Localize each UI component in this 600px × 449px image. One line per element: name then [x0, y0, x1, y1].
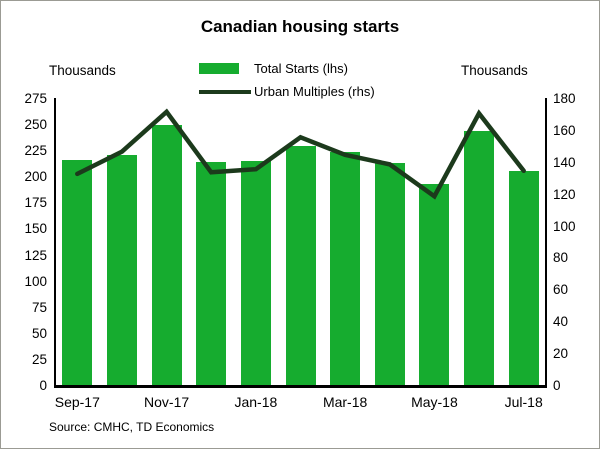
bar-Mar-18 — [330, 152, 361, 386]
y-axis-tick-label: 225 — [24, 143, 47, 159]
y-axis-tick-label: 150 — [24, 221, 47, 237]
y-axis-tick-label: 25 — [31, 351, 47, 367]
y-axis-tick-label: 40 — [553, 314, 569, 330]
bar-Oct-17 — [106, 155, 137, 386]
y-axis-tick-label: 60 — [553, 282, 569, 298]
bar-Feb-18 — [285, 145, 316, 386]
x-axis-tick-label: Jul-18 — [504, 394, 543, 410]
x-axis-line — [54, 385, 547, 388]
right-axis-unit-label: Thousands — [461, 63, 528, 78]
bar-Dec-17 — [196, 161, 227, 386]
x-axis-tick-label: Mar-18 — [322, 394, 368, 410]
bar-Jul-18 — [508, 171, 539, 386]
x-axis-tick-label: Sep-17 — [54, 394, 100, 410]
x-axis-tick-label: Nov-17 — [144, 394, 190, 410]
bars-layer — [55, 99, 546, 386]
y-axis-tick-label: 175 — [24, 195, 47, 211]
legend-item-total-starts: Total Starts (lhs) — [199, 57, 375, 80]
y-axis-tick-label: 140 — [553, 154, 576, 170]
left-axis-unit-label: Thousands — [49, 63, 116, 78]
bar-Jun-18 — [464, 131, 495, 386]
plot-area — [55, 99, 546, 386]
y-axis-tick-label: 80 — [553, 250, 569, 266]
y-axis-tick-label: 100 — [24, 273, 47, 289]
y-axis-tick-label: 120 — [553, 186, 576, 202]
legend-item-urban-multiples: Urban Multiples (rhs) — [199, 80, 375, 103]
y-axis-tick-label: 50 — [31, 325, 47, 341]
y-axis-tick-label: 125 — [24, 247, 47, 263]
bar-swatch-icon — [199, 63, 239, 74]
y-axis-tick-label: 0 — [553, 378, 561, 393]
y-axis-tick-label: 100 — [553, 218, 576, 234]
legend: Total Starts (lhs) Urban Multiples (rhs) — [199, 57, 375, 103]
source-note: Source: CMHC, TD Economics — [49, 420, 215, 434]
y-axis-tick-label: 200 — [24, 169, 47, 185]
bar-Jan-18 — [240, 160, 271, 386]
y-axis-tick-label: 160 — [553, 122, 576, 138]
urban-multiples-line — [75, 108, 526, 200]
y-axis-tick-label: 250 — [24, 117, 47, 133]
y-axis-tick-label: 180 — [553, 91, 576, 106]
bar-Sep-17 — [62, 159, 93, 386]
bar-Nov-17 — [151, 125, 182, 386]
y-axis-tick-label: 75 — [31, 299, 47, 315]
y-axis-tick-label: 275 — [24, 91, 47, 106]
chart-title: Canadian housing starts — [200, 17, 400, 36]
legend-label-urban-multiples: Urban Multiples (rhs) — [254, 84, 375, 99]
left-y-axis-line — [54, 98, 56, 388]
x-axis-tick-label: Jan-18 — [234, 394, 278, 410]
bar-May-18 — [419, 183, 450, 386]
legend-label-total-starts: Total Starts (lhs) — [254, 61, 348, 76]
y-axis-tick-label: 0 — [39, 378, 47, 393]
line-swatch-icon — [199, 89, 251, 94]
y-axis-tick-label: 20 — [553, 346, 569, 362]
line-layer — [55, 99, 546, 386]
x-axis-tick-label: May-18 — [411, 394, 458, 410]
right-y-axis-line — [545, 98, 547, 388]
bar-Apr-18 — [374, 162, 405, 386]
